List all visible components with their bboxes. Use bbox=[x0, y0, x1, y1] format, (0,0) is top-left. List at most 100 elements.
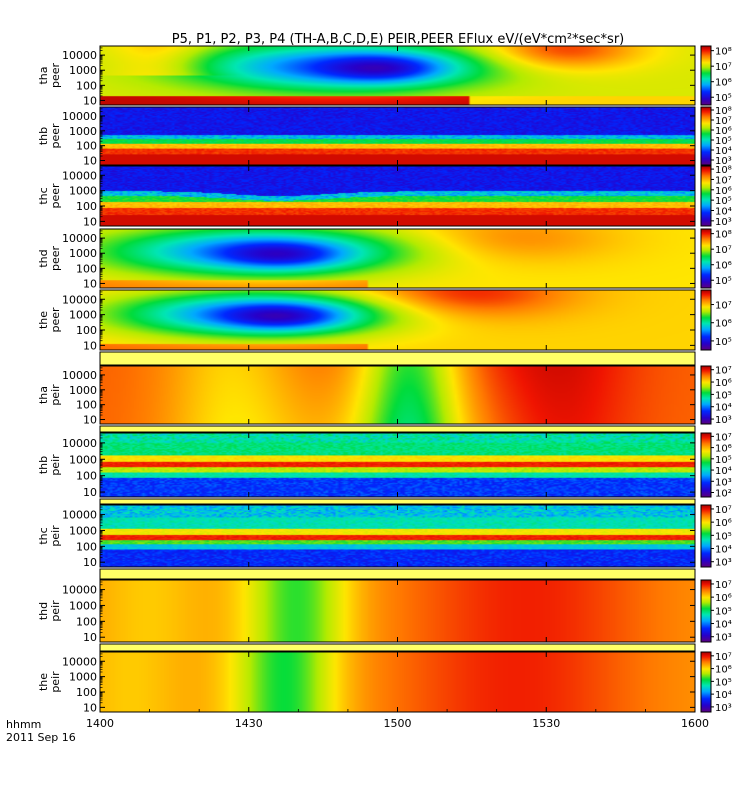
panel-tha-peer-ytick-label: 1000 bbox=[69, 64, 97, 77]
panel-the-peir-cbar-label: 10⁷ bbox=[715, 652, 732, 663]
panel-thc-peer-cbar-label: 10³ bbox=[715, 217, 732, 228]
panel-thd-peir-ytick-label: 10000 bbox=[62, 584, 97, 597]
panel-thb-peer-spectrogram bbox=[100, 107, 695, 165]
chart-title: P5, P1, P2, P3, P4 (TH-A,B,C,D,E) PEIR,P… bbox=[172, 32, 625, 47]
panel-the-peer-cbar-label: 10⁶ bbox=[715, 319, 732, 330]
panel-thb-peir-gap-frame bbox=[99, 425, 696, 433]
panel-thc-peir-ytick-label: 100 bbox=[76, 540, 97, 553]
panel-thd-peer-ytick-label: 1000 bbox=[69, 247, 97, 260]
panel-thd-peer-colorbar bbox=[701, 229, 711, 288]
panel-thc-peer-cbar-label: 10⁶ bbox=[715, 186, 732, 197]
panel-thb-peer-colorbar bbox=[701, 107, 711, 165]
panel-thb-peer-cbar-label: 10⁷ bbox=[715, 116, 732, 127]
panel-thc-peir-ylabel-probe: thc bbox=[37, 527, 50, 544]
panel-the-peir-ylabel-probe: the bbox=[37, 673, 50, 691]
panel-thd-peir-gap-strip bbox=[100, 569, 695, 579]
panel-thb-peir-colorbar bbox=[701, 433, 711, 497]
panel-tha-peir-gap-frame bbox=[99, 351, 696, 366]
panel-the-peer-colorbar-frame bbox=[700, 289, 712, 351]
panel-thc-peer-ytick-label: 100 bbox=[76, 200, 97, 213]
panel-thb-peir-cbar-label: 10⁷ bbox=[715, 432, 732, 443]
panel-thd-peir-cbar-label: 10⁶ bbox=[715, 593, 732, 604]
panel-the-peer-ytick-label: 10 bbox=[83, 339, 97, 352]
panel-thb-peer-ytick-label: 100 bbox=[76, 140, 97, 153]
panel-the-peer-ytick-label: 10000 bbox=[62, 293, 97, 306]
panel-thb-peir-ylabel-product: peir bbox=[49, 454, 62, 476]
panel-tha-peer-ytick-label: 10 bbox=[83, 94, 97, 107]
panel-thc-peer-ytick-label: 10000 bbox=[62, 169, 97, 182]
panel-tha-peer-ylabel-probe: tha bbox=[37, 66, 50, 84]
panel-tha-peir-cbar-label: 10⁵ bbox=[715, 390, 732, 401]
panel-thb-peer-ytick-label: 1000 bbox=[69, 125, 97, 138]
panel-tha-peir-ylabel-probe: tha bbox=[37, 386, 50, 404]
panel-thc-peir-ylabel-product: peir bbox=[49, 525, 62, 547]
panel-the-peir-gap-frame bbox=[99, 643, 696, 652]
panel-thd-peer-ylabel-product: peer bbox=[49, 246, 62, 272]
panel-thd-peer-cbar-label: 10⁸ bbox=[715, 230, 732, 241]
panel-thc-peir-cbar-label: 10⁵ bbox=[715, 531, 732, 542]
panel-tha-peir-cbar-label: 10⁴ bbox=[715, 403, 732, 414]
panel-thd-peer-ytick-label: 100 bbox=[76, 262, 97, 275]
panel-thb-peir-cbar-label: 10⁵ bbox=[715, 455, 732, 466]
panel-thb-peir-gap-strip bbox=[100, 426, 695, 432]
panel-thb-peir-cbar-label: 10³ bbox=[715, 477, 732, 488]
panel-thc-peir-spectrogram bbox=[100, 505, 695, 567]
panel-tha-peir-ytick-label: 10 bbox=[83, 414, 97, 427]
panel-tha-peer-cbar-label: 10⁸ bbox=[715, 47, 732, 58]
panel-the-peer-ylabel-product: peer bbox=[49, 307, 62, 333]
panel-thd-peir-cbar-label: 10⁵ bbox=[715, 606, 732, 617]
x-axis: 1400 1430 1500 1530 1600 bbox=[86, 709, 709, 730]
panel-the-peir-ylabel-product: peir bbox=[49, 671, 62, 693]
panel-thd-peer-ylabel-probe: thd bbox=[37, 249, 50, 267]
panel-tha-peir-gap-strip bbox=[100, 352, 695, 365]
panel-tha-peir-cbar-label: 10⁷ bbox=[715, 366, 732, 377]
panel-thb-peer-ylabel-probe: thb bbox=[37, 127, 50, 145]
panel-thb-peir-ytick-label: 1000 bbox=[69, 453, 97, 466]
panel-tha-peir-cbar-label: 10⁶ bbox=[715, 378, 732, 389]
panel-thb-peer-cbar-label: 10³ bbox=[715, 156, 732, 167]
panel-the-peir-cbar-label: 10³ bbox=[715, 703, 732, 714]
panel-the-peer-ylabel-probe: the bbox=[37, 311, 50, 329]
panel-thb-peir-colorbar-frame bbox=[700, 432, 712, 498]
panel-tha-peer-ytick-label: 10000 bbox=[62, 49, 97, 62]
panel-the-peir-colorbar-frame bbox=[700, 651, 712, 713]
panel-thd-peir-colorbar-frame bbox=[700, 579, 712, 643]
panel-thc-peer-ylabel-product: peer bbox=[49, 183, 62, 209]
panel-thb-peir-cbar-label: 10⁶ bbox=[715, 444, 732, 455]
panel-thd-peir-ylabel-probe: thd bbox=[37, 602, 50, 620]
panel-thd-peir-ylabel-product: peir bbox=[49, 600, 62, 622]
x-axis-label-date: 2011 Sep 16 bbox=[6, 731, 76, 744]
panel-the-peir-gap-strip bbox=[100, 644, 695, 651]
panel-the-peer-colorbar bbox=[701, 290, 711, 350]
panel-the-peir-cbar-label: 10⁶ bbox=[715, 665, 732, 676]
panel-tha-peir-cbar-label: 10³ bbox=[715, 415, 732, 426]
panel-thd-peer-cbar-label: 10⁵ bbox=[715, 276, 732, 287]
panel-tha-peer-cbar-label: 10⁶ bbox=[715, 78, 732, 89]
panel-thc-peer-spectrogram bbox=[100, 166, 695, 226]
panel-tha-peir-colorbar-frame bbox=[700, 365, 712, 425]
panel-thc-peir-cbar-label: 10⁷ bbox=[715, 505, 732, 516]
panel-the-peer-ytick-label: 100 bbox=[76, 324, 97, 337]
panel-thd-peir-colorbar bbox=[701, 580, 711, 642]
panel-thd-peir-spectrogram bbox=[100, 580, 695, 642]
panel-thb-peir-cbar-label: 10⁴ bbox=[715, 466, 732, 477]
panel-the-peer-spectrogram bbox=[100, 290, 695, 350]
panel-tha-peer-cbar-label: 10⁵ bbox=[715, 93, 732, 104]
panel-tha-peir-colorbar bbox=[701, 366, 711, 424]
panel-thc-peir-colorbar bbox=[701, 505, 711, 567]
panel-thc-peir-cbar-label: 10⁴ bbox=[715, 545, 732, 556]
x-tick-label-1430: 1430 bbox=[235, 717, 263, 730]
panel-thb-peer-cbar-label: 10⁴ bbox=[715, 146, 732, 157]
panel-the-peir-ytick-label: 100 bbox=[76, 686, 97, 699]
panel-thb-peer-colorbar-frame bbox=[700, 106, 712, 166]
panel-thb-peir-spectrogram bbox=[100, 433, 695, 497]
panel-thc-peer-colorbar-frame bbox=[700, 165, 712, 227]
panel-tha-peer-ylabel-product: peer bbox=[49, 63, 62, 89]
panel-thc-peir-ytick-label: 10000 bbox=[62, 509, 97, 522]
panel-thb-peer-ytick-label: 10000 bbox=[62, 110, 97, 123]
panel-tha-peir-ytick-label: 100 bbox=[76, 399, 97, 412]
panel-thb-peer-cbar-label: 10⁶ bbox=[715, 126, 732, 137]
panel-the-peir-ytick-label: 10000 bbox=[62, 655, 97, 668]
